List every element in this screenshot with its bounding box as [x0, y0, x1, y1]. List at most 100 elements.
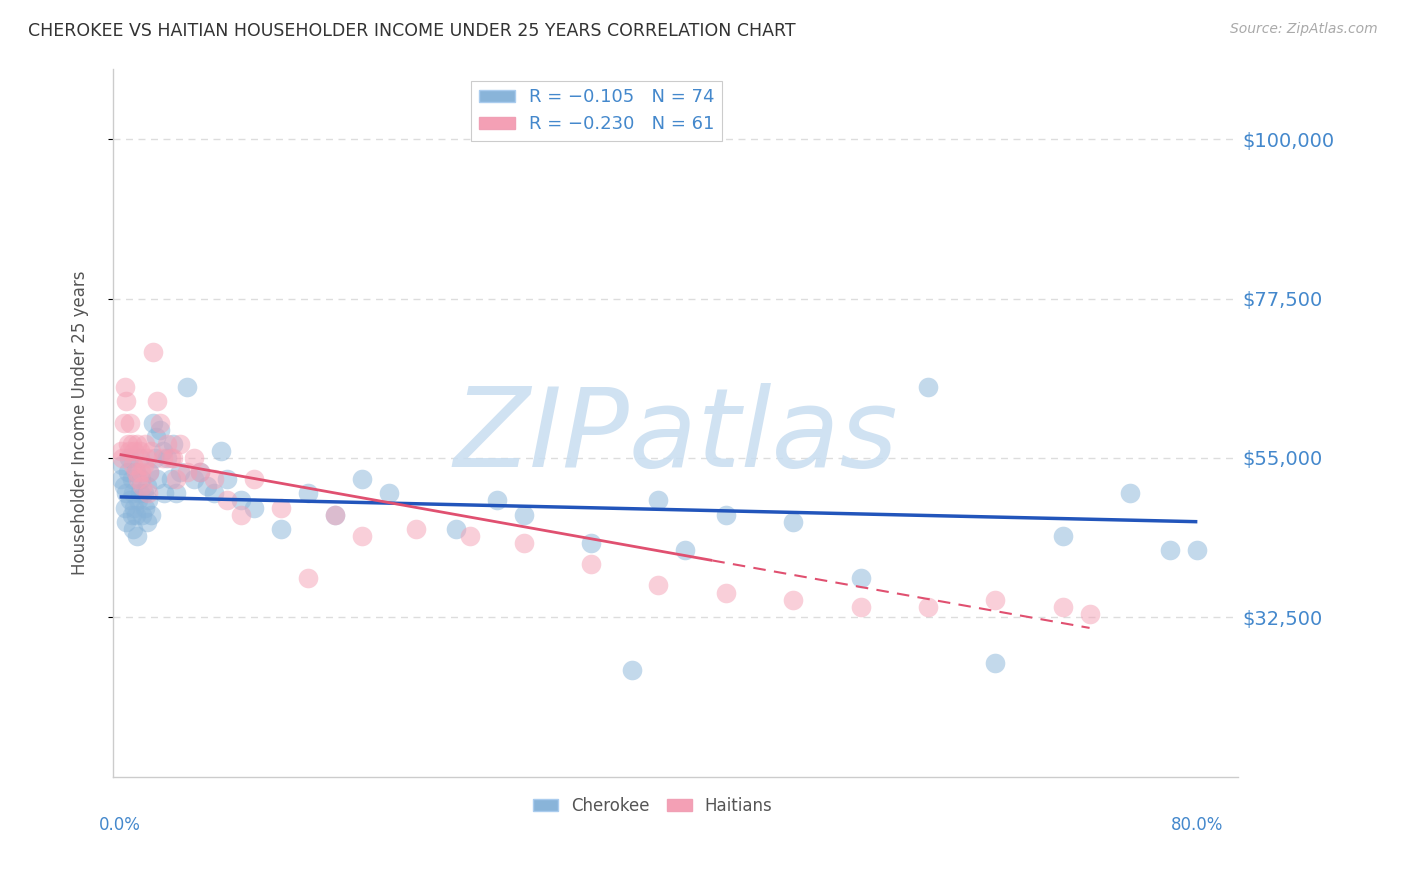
Point [118, 450, 141, 465]
Point [378, 486, 401, 500]
Point [121, 472, 143, 486]
Point [129, 465, 152, 479]
Point [152, 450, 174, 465]
Point [190, 465, 212, 479]
Point [127, 493, 149, 508]
Point [1119, 486, 1142, 500]
Point [136, 486, 159, 500]
Point [229, 493, 252, 508]
Point [243, 500, 266, 515]
Point [128, 450, 150, 465]
Point [513, 536, 536, 550]
Point [1187, 543, 1209, 558]
Legend: Cherokee, Haitians: Cherokee, Haitians [526, 790, 779, 822]
Point [169, 437, 191, 451]
Point [176, 380, 198, 394]
Point [134, 500, 156, 515]
Point [143, 450, 166, 465]
Point [190, 465, 212, 479]
Point [485, 493, 508, 508]
Point [579, 536, 602, 550]
Point [323, 508, 346, 522]
Point [146, 394, 169, 409]
Point [132, 458, 155, 472]
Point [984, 592, 1007, 607]
Point [138, 465, 160, 479]
Point [782, 515, 804, 529]
Point [128, 443, 150, 458]
Point [195, 479, 218, 493]
Point [127, 437, 149, 451]
Point [647, 578, 669, 592]
Point [217, 493, 239, 508]
Point [136, 493, 159, 508]
Point [142, 416, 165, 430]
Point [169, 465, 191, 479]
Y-axis label: Householder Income Under 25 years: Householder Income Under 25 years [72, 270, 89, 574]
Point [134, 437, 156, 451]
Point [117, 437, 139, 451]
Point [513, 508, 536, 522]
Point [297, 571, 319, 585]
Point [183, 472, 205, 486]
Point [122, 486, 145, 500]
Point [782, 592, 804, 607]
Point [165, 486, 187, 500]
Point [405, 522, 427, 536]
Point [217, 472, 239, 486]
Point [159, 472, 181, 486]
Point [1052, 529, 1074, 543]
Point [352, 472, 374, 486]
Point [165, 472, 187, 486]
Point [122, 522, 145, 536]
Point [125, 508, 148, 522]
Point [139, 508, 162, 522]
Point [229, 508, 252, 522]
Point [162, 437, 184, 451]
Point [128, 486, 150, 500]
Point [270, 522, 292, 536]
Point [110, 443, 132, 458]
Point [125, 465, 148, 479]
Point [114, 380, 136, 394]
Point [110, 472, 132, 486]
Point [152, 443, 174, 458]
Point [131, 479, 153, 493]
Point [446, 522, 468, 536]
Point [352, 529, 374, 543]
Point [118, 443, 141, 458]
Point [127, 529, 149, 543]
Point [159, 450, 181, 465]
Point [135, 515, 157, 529]
Point [714, 508, 737, 522]
Point [149, 416, 172, 430]
Point [984, 657, 1007, 671]
Text: 80.0%: 80.0% [1171, 815, 1223, 833]
Point [129, 472, 152, 486]
Point [127, 472, 149, 486]
Point [121, 437, 143, 451]
Point [917, 380, 939, 394]
Point [115, 486, 138, 500]
Point [125, 465, 148, 479]
Text: ZIPatlas: ZIPatlas [453, 384, 897, 491]
Point [135, 479, 157, 493]
Point [124, 500, 146, 515]
Point [917, 599, 939, 614]
Point [112, 416, 135, 430]
Point [579, 558, 602, 572]
Point [115, 394, 138, 409]
Point [120, 416, 142, 430]
Point [124, 443, 146, 458]
Point [114, 500, 136, 515]
Point [714, 585, 737, 599]
Point [849, 599, 872, 614]
Point [297, 486, 319, 500]
Point [139, 443, 162, 458]
Point [647, 493, 669, 508]
Point [1052, 599, 1074, 614]
Point [132, 486, 155, 500]
Point [149, 423, 172, 437]
Point [138, 465, 160, 479]
Point [146, 472, 169, 486]
